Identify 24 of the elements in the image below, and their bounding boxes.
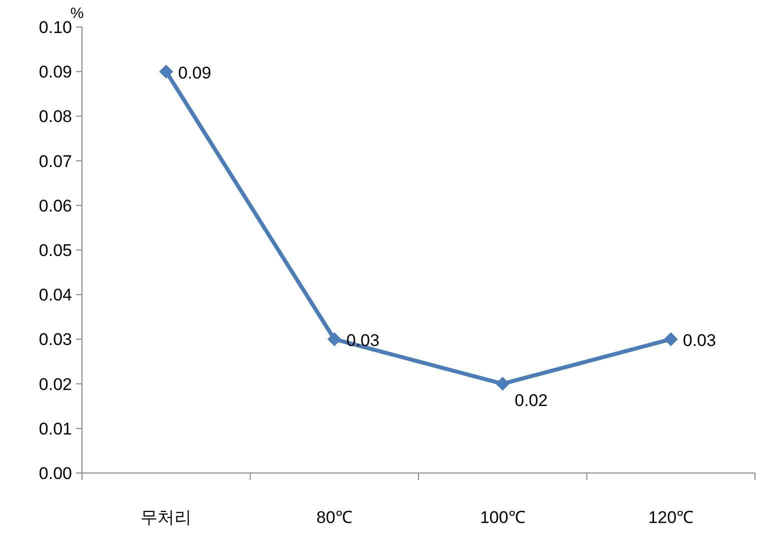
point	[327, 332, 342, 346]
point	[496, 376, 510, 391]
y-tick-label: 0.02	[38, 374, 72, 394]
y-tick-label: 0.05	[38, 241, 72, 260]
data-label: 0.03	[682, 331, 716, 350]
y-tick-label: 0.08	[38, 107, 72, 126]
x-tick-label: 100℃	[480, 508, 526, 527]
point	[159, 64, 174, 79]
y-tick-label: 0.10	[38, 18, 72, 37]
y-axis-title: %	[70, 5, 84, 22]
point	[664, 332, 678, 346]
y-tick-label: 0.07	[38, 152, 72, 171]
y-tick-label: 0.01	[38, 419, 72, 438]
data-label: 0.03	[346, 331, 380, 350]
x-tick-label: 120℃	[648, 508, 694, 527]
data-label: 0.09	[178, 64, 212, 83]
y-tick-label: 0.09	[38, 62, 72, 82]
y-tick-label: 0.06	[38, 196, 72, 216]
x-tick-label: 80℃	[316, 508, 352, 527]
y-tick-label: 0.00	[38, 464, 72, 483]
x-tick-label: 무처리	[140, 508, 192, 527]
data-label: 0.02	[514, 390, 548, 410]
y-tick-label: 0.03	[38, 330, 72, 350]
y-tick-label: 0.04	[38, 286, 72, 305]
